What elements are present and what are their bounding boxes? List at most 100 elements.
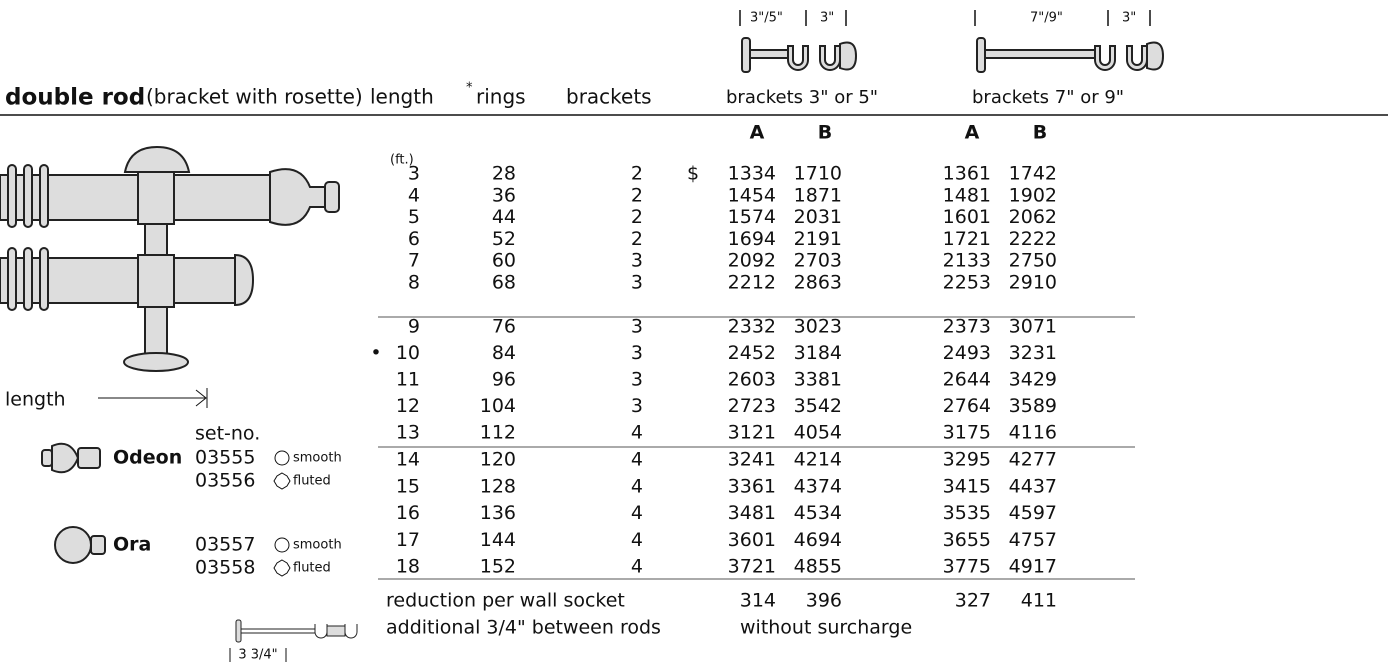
cell: 2910 xyxy=(1009,272,1057,294)
cell: 1454 xyxy=(728,184,776,206)
cell: 2031 xyxy=(794,206,842,228)
cell: 2062 xyxy=(1009,206,1057,228)
cell: 112 xyxy=(480,422,516,444)
cell: 3 xyxy=(631,369,643,391)
cell: 136 xyxy=(480,502,516,524)
cell: 68 xyxy=(492,272,516,294)
dim-label: 3" xyxy=(820,11,834,26)
cell: 2373 xyxy=(943,316,991,338)
cell: 1334 xyxy=(728,163,776,185)
cell: 1871 xyxy=(794,184,842,206)
cell: 4534 xyxy=(794,502,842,524)
title: double rod xyxy=(5,85,145,111)
cell: 4 xyxy=(631,475,643,497)
length-arrow-head xyxy=(195,388,208,408)
cell: 2493 xyxy=(943,342,991,364)
cell: 2332 xyxy=(728,316,776,338)
cell: 28 xyxy=(492,163,516,185)
cell: 3589 xyxy=(1009,395,1057,417)
cell: 15 xyxy=(396,475,420,497)
cell: 4917 xyxy=(1009,556,1057,578)
reduction-value: 314 xyxy=(740,590,776,612)
setno-label: set-no. xyxy=(195,423,260,445)
cell: 120 xyxy=(480,449,516,471)
cell: 1721 xyxy=(943,228,991,250)
reduction-label: reduction per wall socket xyxy=(386,590,625,612)
cell: 2863 xyxy=(794,272,842,294)
cell: 5 xyxy=(408,206,420,228)
cell: 1361 xyxy=(943,163,991,185)
finish: fluted xyxy=(293,474,331,489)
cell: 2703 xyxy=(794,250,842,272)
cell: 2452 xyxy=(728,342,776,364)
subhead: A xyxy=(750,122,765,144)
col-brackets-b: brackets 7" or 9" xyxy=(972,87,1124,108)
cell: 3184 xyxy=(794,342,842,364)
cell: 3295 xyxy=(943,449,991,471)
set-no: 03558 xyxy=(195,557,255,579)
subtitle: (bracket with rosette) xyxy=(146,85,363,109)
finish-icon xyxy=(274,450,290,466)
col-length: length xyxy=(370,85,434,109)
cell: 2644 xyxy=(943,369,991,391)
currency: $ xyxy=(687,163,699,185)
cell: 4 xyxy=(631,556,643,578)
subhead: A xyxy=(965,122,980,144)
finish: fluted xyxy=(293,561,331,576)
reduction-value: 327 xyxy=(955,590,991,612)
cell: 4 xyxy=(631,449,643,471)
cell: 2212 xyxy=(728,272,776,294)
cell: 11 xyxy=(396,369,420,391)
cell: 2603 xyxy=(728,369,776,391)
cell: 3655 xyxy=(943,529,991,551)
rings-mark: * xyxy=(466,81,473,96)
cell: 8 xyxy=(408,272,420,294)
cell: 3429 xyxy=(1009,369,1057,391)
col-brackets: brackets xyxy=(566,85,652,109)
dim-label: 7"/9" xyxy=(1030,11,1063,26)
subhead: B xyxy=(1033,122,1047,144)
cell: 3775 xyxy=(943,556,991,578)
cell: 13 xyxy=(396,422,420,444)
cell: 14 xyxy=(396,449,420,471)
cell: 2092 xyxy=(728,250,776,272)
cell: 3 xyxy=(408,163,420,185)
col-brackets-a: brackets 3" or 5" xyxy=(726,87,878,108)
cell: 4374 xyxy=(794,475,842,497)
cell: 84 xyxy=(492,342,516,364)
gap-icon xyxy=(235,619,358,643)
cell: 1481 xyxy=(943,184,991,206)
cell: 144 xyxy=(480,529,516,551)
cell: 3535 xyxy=(943,502,991,524)
cell: 4 xyxy=(631,422,643,444)
finish-icon xyxy=(274,537,290,553)
cell: 2750 xyxy=(1009,250,1057,272)
reduction-value: 396 xyxy=(806,590,842,612)
reduction-value: 411 xyxy=(1021,590,1057,612)
cell: 3 xyxy=(631,395,643,417)
cell: 3381 xyxy=(794,369,842,391)
additional-note: without surcharge xyxy=(740,617,912,639)
cell: 4 xyxy=(631,529,643,551)
cell: 17 xyxy=(396,529,420,551)
cell: 1601 xyxy=(943,206,991,228)
dim-label: 3" xyxy=(1122,11,1136,26)
cell: 12 xyxy=(396,395,420,417)
cell: 96 xyxy=(492,369,516,391)
set-no: 03556 xyxy=(195,470,255,492)
cell: 3 xyxy=(631,316,643,338)
finish: smooth xyxy=(293,451,342,466)
cell: 4277 xyxy=(1009,449,1057,471)
cell: 2253 xyxy=(943,272,991,294)
cell: 52 xyxy=(492,228,516,250)
finish-icon xyxy=(273,559,291,577)
finish: smooth xyxy=(293,538,342,553)
cell: 60 xyxy=(492,250,516,272)
product-name: Odeon xyxy=(113,447,182,469)
cell: 16 xyxy=(396,502,420,524)
cell: 1574 xyxy=(728,206,776,228)
cell: 18 xyxy=(396,556,420,578)
cell: 3481 xyxy=(728,502,776,524)
cell: 1902 xyxy=(1009,184,1057,206)
